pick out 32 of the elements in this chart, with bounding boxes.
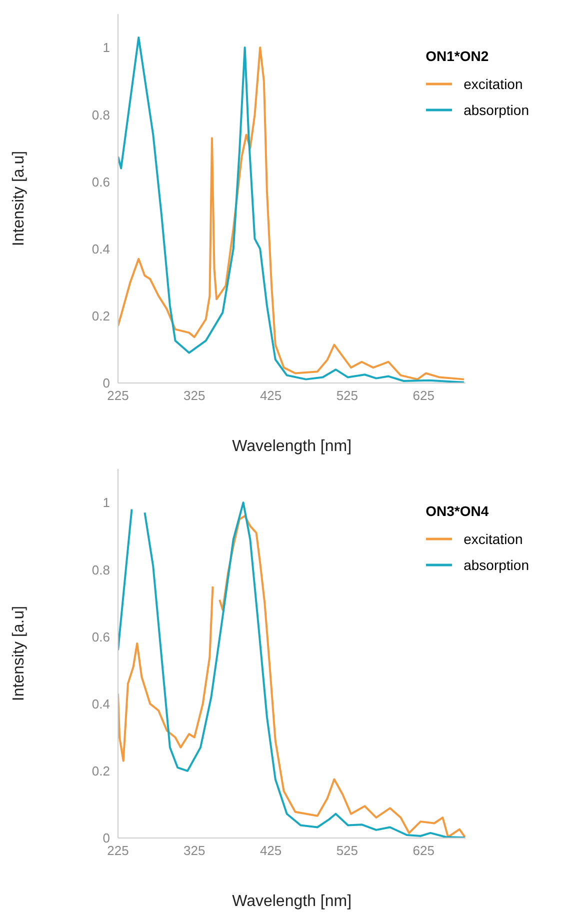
y-axis-title: Intensity [a.u] xyxy=(10,150,28,246)
y-tick-label: 0.2 xyxy=(92,308,110,324)
x-tick-label: 225 xyxy=(107,843,129,858)
x-tick-label: 525 xyxy=(336,843,358,858)
legend-label: absorption xyxy=(464,102,529,118)
x-tick-label: 625 xyxy=(412,843,434,858)
x-axis-title: Wavelength [nm] xyxy=(232,438,352,455)
x-tick-label: 325 xyxy=(184,388,206,404)
y-tick-label: 0 xyxy=(102,830,110,846)
x-tick-label: 625 xyxy=(412,388,434,404)
legend-label: excitation xyxy=(464,76,523,92)
y-tick-label: 0.8 xyxy=(92,107,110,122)
x-tick-label: 325 xyxy=(184,843,206,858)
y-tick-label: 0.6 xyxy=(92,629,110,644)
y-tick-label: 0.6 xyxy=(92,174,110,190)
y-axis-title: Intensity [a.u] xyxy=(10,606,28,702)
y-tick-label: 0 xyxy=(102,376,110,391)
x-axis-title: Wavelength [nm] xyxy=(232,893,352,910)
x-tick-label: 525 xyxy=(336,388,358,404)
y-tick-label: 0.2 xyxy=(92,764,110,779)
y-tick-label: 1 xyxy=(102,40,110,56)
y-tick-label: 1 xyxy=(102,495,110,510)
x-tick-label: 225 xyxy=(107,388,129,404)
y-tick-label: 0.4 xyxy=(92,696,110,712)
legend-label: excitation xyxy=(464,531,523,547)
y-tick-label: 0.8 xyxy=(92,562,110,578)
x-tick-label: 425 xyxy=(260,388,282,404)
legend-label: absorption xyxy=(464,557,529,573)
legend-title: ON3*ON4 xyxy=(426,503,490,519)
x-tick-label: 425 xyxy=(260,843,282,858)
y-tick-label: 0.4 xyxy=(92,241,110,256)
legend-title: ON1*ON2 xyxy=(426,48,490,64)
